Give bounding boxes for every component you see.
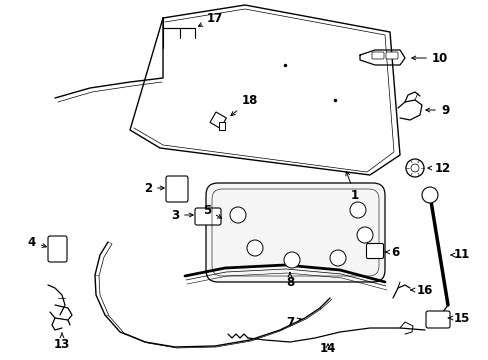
FancyBboxPatch shape bbox=[205, 183, 384, 282]
Text: 4: 4 bbox=[28, 235, 46, 248]
Circle shape bbox=[405, 159, 423, 177]
Text: 1: 1 bbox=[345, 172, 358, 202]
Circle shape bbox=[410, 164, 418, 172]
Text: 14: 14 bbox=[319, 342, 336, 355]
FancyBboxPatch shape bbox=[48, 236, 67, 262]
Circle shape bbox=[356, 227, 372, 243]
Bar bbox=[219, 122, 224, 130]
FancyBboxPatch shape bbox=[385, 52, 397, 59]
Text: 15: 15 bbox=[447, 311, 469, 324]
Text: 12: 12 bbox=[427, 162, 450, 175]
FancyBboxPatch shape bbox=[165, 176, 187, 202]
Text: 8: 8 bbox=[285, 273, 293, 288]
Text: 2: 2 bbox=[143, 181, 164, 194]
Text: 16: 16 bbox=[410, 284, 432, 297]
FancyBboxPatch shape bbox=[371, 52, 383, 59]
Circle shape bbox=[349, 202, 365, 218]
Bar bbox=[209, 112, 226, 129]
Text: 17: 17 bbox=[198, 12, 223, 26]
Circle shape bbox=[329, 250, 346, 266]
Text: 5: 5 bbox=[203, 203, 221, 218]
Text: 6: 6 bbox=[385, 246, 398, 258]
Text: 10: 10 bbox=[411, 51, 447, 64]
Text: 13: 13 bbox=[54, 333, 70, 351]
Text: 18: 18 bbox=[230, 94, 258, 116]
Circle shape bbox=[284, 252, 299, 268]
Text: 3: 3 bbox=[171, 208, 193, 221]
Text: 11: 11 bbox=[450, 248, 469, 261]
Circle shape bbox=[421, 187, 437, 203]
Text: 7: 7 bbox=[285, 315, 301, 328]
Circle shape bbox=[229, 207, 245, 223]
Text: 9: 9 bbox=[425, 104, 448, 117]
FancyBboxPatch shape bbox=[366, 243, 383, 258]
Circle shape bbox=[246, 240, 263, 256]
FancyBboxPatch shape bbox=[195, 208, 221, 225]
FancyBboxPatch shape bbox=[425, 311, 449, 328]
